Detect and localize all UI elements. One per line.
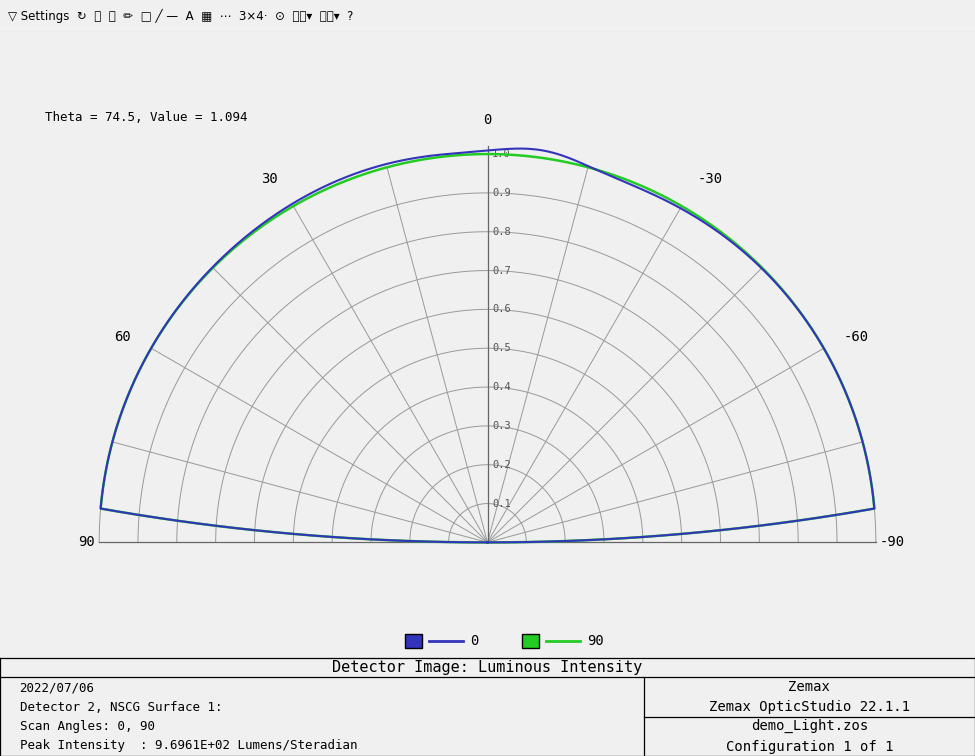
Text: 0: 0 <box>470 634 479 648</box>
Text: 60: 60 <box>114 330 131 343</box>
Text: 0.8: 0.8 <box>492 227 511 237</box>
Text: 1.0: 1.0 <box>492 149 511 159</box>
Bar <box>522 634 539 649</box>
Text: demo_Light.zos
Configuration 1 of 1: demo_Light.zos Configuration 1 of 1 <box>725 719 893 754</box>
Text: Zemax
Zemax OpticStudio 22.1.1: Zemax Zemax OpticStudio 22.1.1 <box>709 680 910 714</box>
Text: Detector Image: Luminous Intensity: Detector Image: Luminous Intensity <box>332 660 643 675</box>
Bar <box>405 634 422 649</box>
Text: 0: 0 <box>484 113 491 127</box>
Text: 30: 30 <box>261 172 278 186</box>
Text: 0.5: 0.5 <box>492 343 511 353</box>
Text: ▽ Settings  ↻  ⎘  ⎙  ✏  □ ╱ —  A  ▦  ⋯  3×4·  ⊙  標準▾  自動▾  ?: ▽ Settings ↻ ⎘ ⎙ ✏ □ ╱ — A ▦ ⋯ 3×4· ⊙ 標準… <box>8 9 353 23</box>
Text: -30: -30 <box>697 172 722 186</box>
Text: 90: 90 <box>587 634 604 648</box>
Text: 0.7: 0.7 <box>492 265 511 275</box>
Text: 0.9: 0.9 <box>492 188 511 198</box>
Text: 2022/07/06
Detector 2, NSCG Surface 1:
Scan Angles: 0, 90
Peak Intensity  : 9.69: 2022/07/06 Detector 2, NSCG Surface 1: S… <box>20 682 357 751</box>
Text: 0.1: 0.1 <box>492 498 511 509</box>
Text: -90: -90 <box>879 535 905 550</box>
Text: 0.4: 0.4 <box>492 382 511 392</box>
Text: 90: 90 <box>79 535 96 550</box>
Text: 0.2: 0.2 <box>492 460 511 469</box>
Text: 0.3: 0.3 <box>492 421 511 431</box>
Text: Theta = 74.5, Value = 1.094: Theta = 74.5, Value = 1.094 <box>45 111 248 124</box>
Text: 0.6: 0.6 <box>492 305 511 314</box>
Text: -60: -60 <box>844 330 869 343</box>
